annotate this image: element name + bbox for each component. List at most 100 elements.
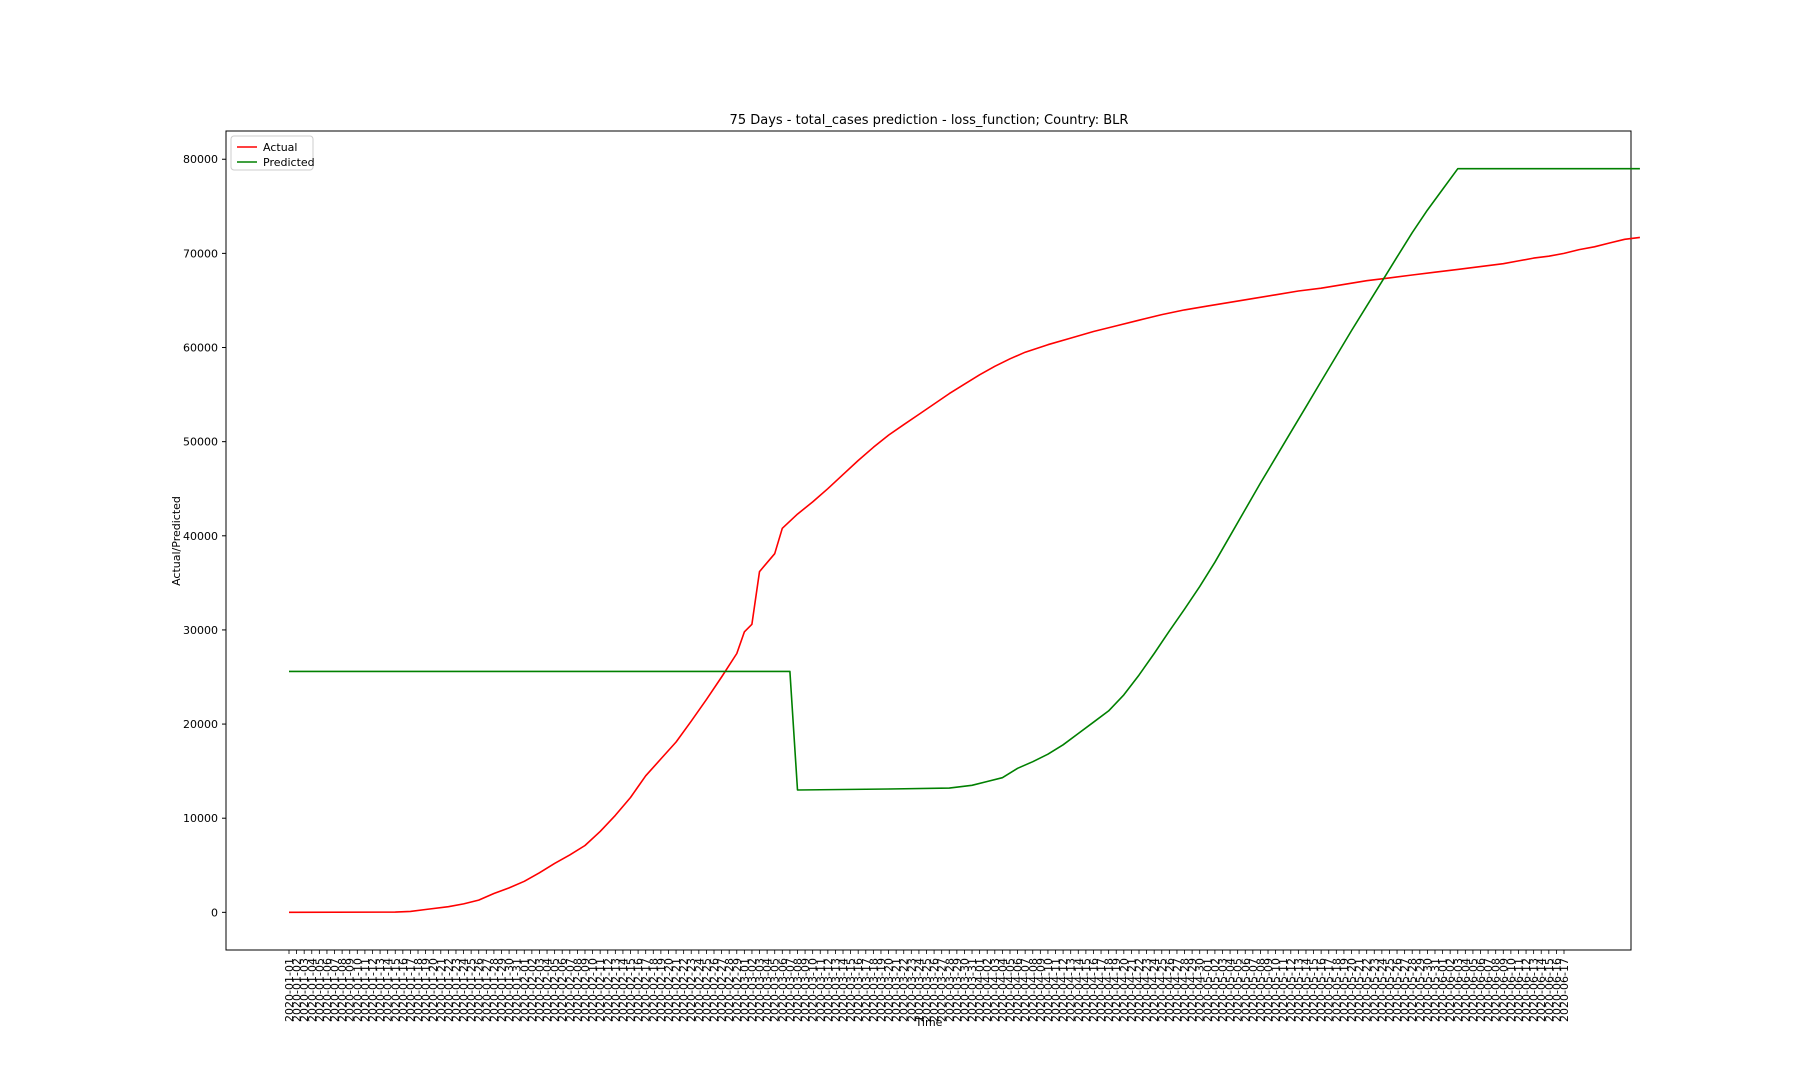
x-tick-label: 2020-05-05 <box>1232 958 1245 1022</box>
y-tick-label: 70000 <box>183 247 218 260</box>
x-tick-label: 2020-06-15 <box>1543 958 1556 1022</box>
x-tick-label: 2020-06-06 <box>1475 958 1488 1022</box>
x-tick-label: 2020-01-02 <box>291 958 304 1022</box>
x-tick-label: 2020-02-04 <box>541 958 554 1022</box>
x-tick-label: 2020-01-15 <box>389 958 402 1022</box>
x-tick-label: 2020-05-01 <box>1201 958 1214 1022</box>
x-tick-label: 2020-03-11 <box>814 958 827 1022</box>
x-tick-label: 2020-02-24 <box>693 958 706 1022</box>
x-tick-label: 2020-01-28 <box>488 958 501 1022</box>
x-tick-label: 2020-06-12 <box>1520 958 1533 1022</box>
x-tick-label: 2020-03-23 <box>905 958 918 1022</box>
x-tick-label: 2020-04-07 <box>1019 958 1032 1022</box>
x-tick-label: 2020-01-27 <box>480 958 493 1022</box>
x-tick-label: 2020-06-10 <box>1505 958 1518 1022</box>
x-tick-label: 2020-04-04 <box>996 958 1009 1022</box>
x-tick-label: 2020-01-20 <box>427 958 440 1022</box>
x-tick-label: 2020-04-10 <box>1042 958 1055 1022</box>
x-tick-label: 2020-01-31 <box>511 958 524 1022</box>
x-tick-label: 2020-04-29 <box>1186 958 1199 1022</box>
x-tick-label: 2020-05-03 <box>1216 958 1229 1022</box>
x-tick-label: 2020-03-07 <box>784 958 797 1022</box>
x-tick-label: 2020-05-27 <box>1399 958 1412 1022</box>
x-tick-label: 2020-03-31 <box>966 958 979 1022</box>
x-tick-label: 2020-04-13 <box>1065 958 1078 1022</box>
y-tick-label: 80000 <box>183 153 218 166</box>
x-tick-label: 2020-03-26 <box>928 958 941 1022</box>
x-tick-label: 2020-01-07 <box>329 958 342 1022</box>
x-tick-label: 2020-06-02 <box>1444 958 1457 1022</box>
x-tick-label: 2020-04-18 <box>1103 958 1116 1022</box>
y-tick-label: 40000 <box>183 530 218 543</box>
x-tick-label: 2020-02-12 <box>602 958 615 1022</box>
x-tick-label: 2020-02-02 <box>526 958 539 1022</box>
x-tick-label: 2020-06-04 <box>1459 958 1472 1022</box>
x-tick-label: 2020-02-10 <box>587 958 600 1022</box>
x-tick-label: 2020-06-03 <box>1452 958 1465 1022</box>
x-tick-label: 2020-02-28 <box>723 958 736 1022</box>
x-tick-label: 2020-06-05 <box>1467 958 1480 1022</box>
x-tick-label: 2020-03-15 <box>845 958 858 1022</box>
y-axis: 0 10000 20000 30000 40000 50000 60000 70000 8000… <box>183 153 226 919</box>
x-tick-label: 2020-01-22 <box>442 958 455 1022</box>
x-tick-label: 2020-02-13 <box>609 958 622 1022</box>
x-tick-label: 2020-01-06 <box>321 958 334 1022</box>
x-tick-label: 2020-03-06 <box>776 958 789 1022</box>
x-tick-label: 2020-04-21 <box>1125 958 1138 1022</box>
x-tick-label: 2020-02-29 <box>731 958 744 1022</box>
x-tick-label: 2020-02-01 <box>518 958 531 1022</box>
x-tick-label: 2020-01-09 <box>344 958 357 1022</box>
x-tick-label: 2020-05-08 <box>1254 958 1267 1022</box>
x-tick-label: 2020-02-27 <box>716 958 729 1022</box>
x-tick-label: 2020-03-29 <box>951 958 964 1022</box>
x-tick-label: 2020-05-16 <box>1315 958 1328 1022</box>
x-tick-label: 2020-03-03 <box>754 958 767 1022</box>
x-tick-label: 2020-03-27 <box>936 958 949 1022</box>
x-tick-label: 2020-01-13 <box>374 958 387 1022</box>
x-tick-label: 2020-04-03 <box>989 958 1002 1022</box>
x-tick-label: 2020-01-14 <box>382 958 395 1022</box>
x-tick-label: 2020-01-26 <box>473 958 486 1022</box>
x-tick-label: 2020-02-08 <box>571 958 584 1022</box>
x-tick-label: 2020-05-28 <box>1406 958 1419 1022</box>
y-tick-label: 60000 <box>183 342 218 355</box>
x-tick-label: 2020-02-22 <box>678 958 691 1022</box>
x-axis-label: Time <box>915 1016 943 1029</box>
x-tick-label: 2020-01-12 <box>366 958 379 1022</box>
x-tick-label: 2020-04-05 <box>1004 958 1017 1022</box>
x-tick-label: 2020-01-11 <box>359 958 372 1022</box>
x-tick-label: 2020-05-14 <box>1300 958 1313 1022</box>
x-tick-label: 2020-04-28 <box>1179 958 1192 1022</box>
x-tick-label: 2020-03-14 <box>837 958 850 1022</box>
x-tick-label: 2020-06-07 <box>1482 958 1495 1022</box>
x-tick-label: 2020-04-19 <box>1110 958 1123 1022</box>
legend-label-predicted: Predicted <box>263 156 315 169</box>
x-tick-label: 2020-05-18 <box>1330 958 1343 1022</box>
x-tick-label: 2020-06-17 <box>1558 958 1571 1022</box>
x-tick-label: 2020-02-06 <box>556 958 569 1022</box>
x-tick-label: 2020-02-07 <box>564 958 577 1022</box>
x-tick-label: 2020-03-10 <box>807 958 820 1022</box>
x-tick-label: 2020-03-02 <box>746 958 759 1022</box>
x-tick-label: 2020-02-20 <box>662 958 675 1022</box>
x-tick-label: 2020-01-17 <box>404 958 417 1022</box>
x-tick-label: 2020-01-23 <box>450 958 463 1022</box>
x-tick-label: 2020-01-30 <box>503 958 516 1022</box>
x-tick-label: 2020-05-13 <box>1292 958 1305 1022</box>
x-tick-label: 2020-05-24 <box>1376 958 1389 1022</box>
x-tick-label: 2020-02-26 <box>708 958 721 1022</box>
x-tick-label: 2020-05-26 <box>1391 958 1404 1022</box>
x-tick-label: 2020-02-21 <box>670 958 683 1022</box>
x-tick-label: 2020-01-24 <box>458 958 471 1022</box>
x-tick-label: 2020-03-05 <box>769 958 782 1022</box>
x-tick-label: 2020-05-23 <box>1368 958 1381 1022</box>
x-tick-label: 2020-01-29 <box>496 958 509 1022</box>
x-tick-label: 2020-04-22 <box>1133 958 1146 1022</box>
x-tick-label: 2020-06-01 <box>1437 958 1450 1022</box>
x-tick-label: 2020-01-10 <box>351 958 364 1022</box>
x-tick-label: 2020-05-22 <box>1361 958 1374 1022</box>
x-tick-label: 2020-04-23 <box>1141 958 1154 1022</box>
x-tick-label: 2020-02-03 <box>533 958 546 1022</box>
